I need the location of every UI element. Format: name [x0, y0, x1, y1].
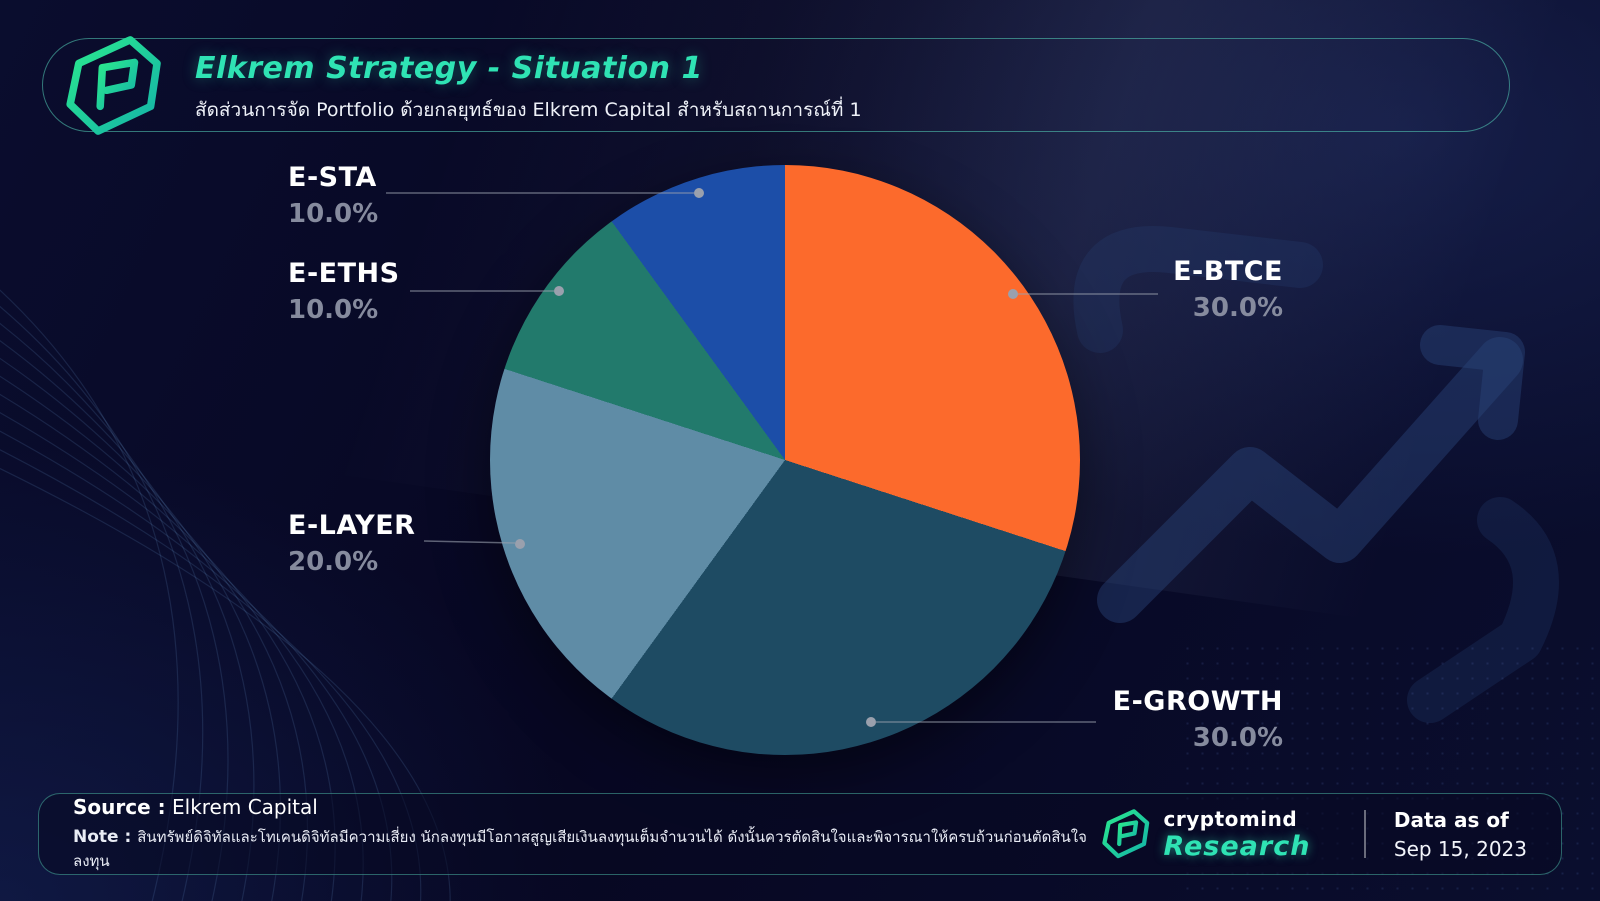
slice-label: E-LAYER	[288, 510, 416, 541]
slice-value: 30.0%	[1192, 292, 1283, 323]
slice-label: E-STA	[288, 162, 377, 193]
data-as-of-label: Data as of	[1393, 807, 1509, 832]
cryptomind-glyph-icon	[1101, 809, 1149, 859]
brand-sub: Research	[1163, 830, 1311, 862]
cryptomind-logo: cryptomind Research	[1096, 805, 1311, 863]
brand-name: cryptomind	[1163, 806, 1298, 831]
page-title: Elkrem Strategy - Situation 1	[195, 51, 703, 86]
page-subtitle: สัดส่วนการจัด Portfolio ด้วยกลยุทธ์ของ E…	[195, 99, 862, 121]
slice-label: E-GROWTH	[1112, 686, 1283, 717]
data-as-of: Data as of Sep 15, 2023	[1394, 808, 1527, 861]
slice-label: E-ETHS	[288, 258, 400, 289]
footer-source-note: Source : Elkrem Capital Note : สินทรัพย์…	[73, 795, 1096, 873]
footer-panel: Source : Elkrem Capital Note : สินทรัพย์…	[38, 793, 1562, 875]
slice-value: 20.0%	[288, 546, 379, 577]
slice-value: 30.0%	[1192, 722, 1283, 753]
pie-label-e-sta: E-STA 10.0%	[288, 162, 378, 230]
source-label: Source :	[73, 795, 166, 819]
source-value: Elkrem Capital	[165, 795, 318, 819]
note-label: Note :	[73, 827, 138, 847]
elkrem-logo-icon	[66, 36, 161, 135]
pie-chart	[490, 165, 1080, 755]
pie-label-e-btce: E-BTCE 30.0%	[1173, 256, 1283, 324]
note-text: สินทรัพย์ดิจิทัลและโทเคนดิจิทัลมีความเสี…	[73, 828, 1087, 870]
footer-divider	[1364, 810, 1366, 858]
pie-label-e-layer: E-LAYER 20.0%	[288, 510, 415, 578]
slice-value: 10.0%	[288, 294, 379, 325]
header-panel: Elkrem Strategy - Situation 1 สัดส่วนการ…	[42, 36, 1510, 135]
slice-label: E-BTCE	[1173, 256, 1283, 287]
slice-value: 10.0%	[288, 198, 379, 229]
pie-label-e-eths: E-ETHS 10.0%	[288, 258, 400, 326]
pie-label-e-growth: E-GROWTH 30.0%	[1113, 686, 1283, 754]
data-as-of-value: Sep 15, 2023	[1393, 836, 1527, 861]
